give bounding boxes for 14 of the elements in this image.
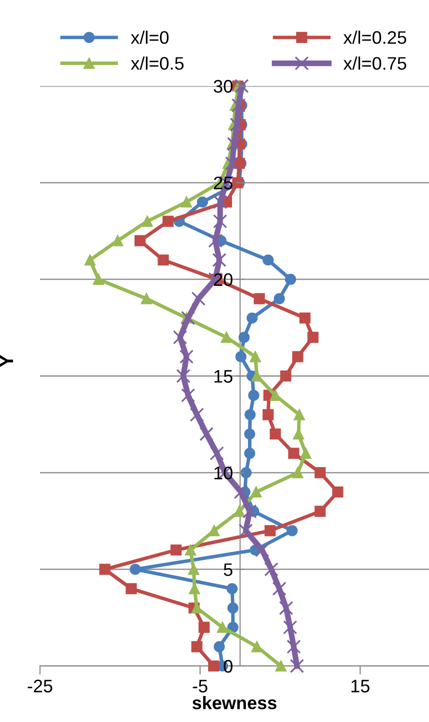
legend-label: x/l=0.25 — [343, 30, 406, 44]
y-tick-label: 30 — [214, 80, 232, 93]
x-tick-label: -25 — [28, 680, 52, 692]
x-axis-title: skewness — [192, 696, 276, 710]
y-tick-label: 15 — [214, 370, 232, 383]
y-tick-label: 20 — [214, 273, 232, 286]
legend-label: x/l=0.5 — [130, 56, 184, 70]
x-tick-label: 15 — [352, 680, 370, 692]
y-tick-label: 5 — [224, 563, 232, 576]
legend-label: x/l=0 — [130, 30, 169, 44]
x-tick-label: -5 — [192, 680, 208, 692]
y-axis-title: Y — [0, 354, 14, 368]
legend-label: x/l=0.75 — [343, 56, 406, 70]
y-tick-label: 25 — [214, 176, 232, 190]
